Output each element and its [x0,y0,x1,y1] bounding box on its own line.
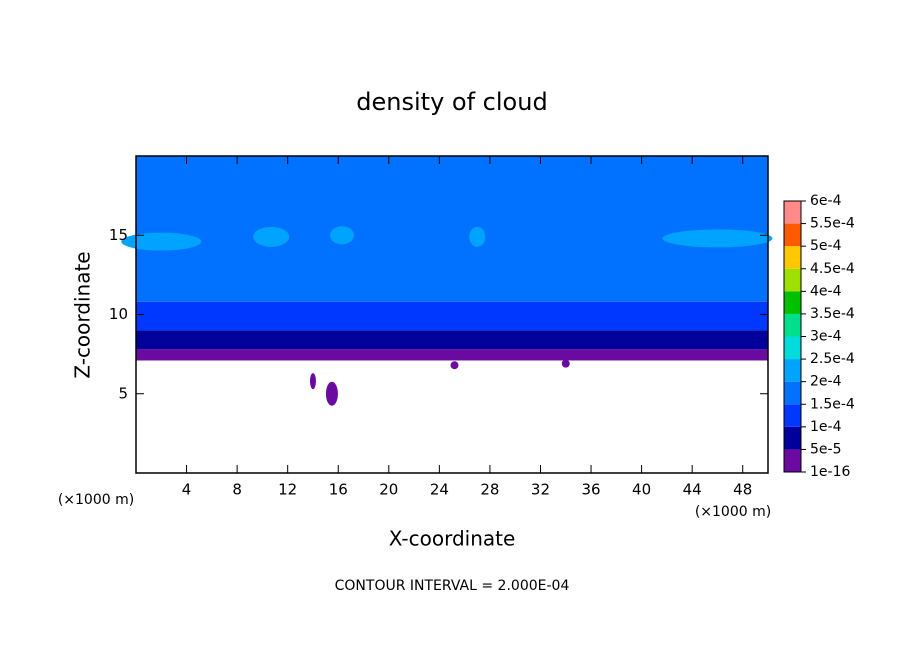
colorbar-band [784,291,801,314]
colorbar-label: 6e-4 [810,193,842,209]
colorbar-band [784,381,801,405]
annotation: CONTOUR INTERVAL = 2.000E-04 [335,578,570,594]
colorbar-band [784,223,801,247]
colorbar-label: 1e-4 [810,419,842,435]
x-tick-label: 44 [683,481,702,499]
colorbar-label: 4e-4 [810,283,842,299]
contour-field [121,156,773,406]
contour-patch [309,373,316,390]
contour-patch [561,359,570,368]
contour-band [136,330,768,350]
x-tick-label: 16 [329,481,348,499]
colorbar-band [784,313,801,337]
x-tick-label: 32 [531,481,550,499]
contour-patch [450,361,459,370]
x-tick-label: 36 [581,481,600,499]
x-tick-label: 28 [480,481,499,499]
x-unit-left: (×1000 m) [58,492,134,508]
colorbar-label: 1.5e-4 [810,396,855,412]
y-axis-title: Z-coordinate [71,251,95,378]
contour-patch [662,229,773,248]
contour-patch [253,226,290,247]
x-tick-label: 48 [733,481,752,499]
x-tick-label: 8 [232,481,242,499]
colorbar-label: 2e-4 [810,374,842,390]
colorbar-label: 3.5e-4 [810,306,855,322]
colorbar-label: 1e-16 [810,464,850,480]
contour-band [136,301,768,331]
contour-band [136,349,768,361]
x-axis-title: X-coordinate [389,527,516,551]
y-tick-label: 10 [109,305,128,323]
contour-band [136,156,768,302]
colorbar-label: 5e-5 [810,441,841,457]
contour-patch [325,381,338,406]
contour-patch [121,232,202,251]
colorbar-label: 3e-4 [810,329,842,345]
colorbar-band [784,449,801,472]
chart-title: density of cloud [356,88,547,116]
x-tick-label: 24 [430,481,449,499]
y-tick-label: 15 [109,226,128,244]
contour-patch [330,226,355,245]
colorbar-band [784,246,801,269]
colorbar-label: 4.5e-4 [810,261,855,277]
colorbar-band [784,201,801,224]
colorbar-band [784,404,801,427]
colorbar-label: 5e-4 [810,238,842,254]
colorbar-label: 5.5e-4 [810,216,855,232]
x-tick-label: 4 [182,481,192,499]
colorbar-label: 2.5e-4 [810,351,855,367]
x-unit-right: (×1000 m) [695,504,771,520]
colorbar-band [784,336,801,360]
y-tick-label: 5 [118,384,128,402]
colorbar-band [784,268,801,292]
colorbar-band [784,426,801,450]
x-tick-label: 12 [278,481,297,499]
x-tick-label: 40 [632,481,651,499]
x-tick-label: 20 [379,481,398,499]
colorbar-band [784,359,801,382]
contour-patch [469,226,486,247]
